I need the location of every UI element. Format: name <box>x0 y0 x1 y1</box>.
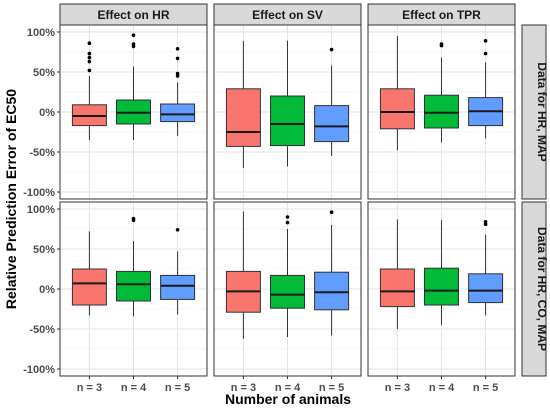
outlier-point <box>329 47 334 52</box>
y-tick-label: 0% <box>39 107 55 119</box>
row-strip <box>521 201 547 377</box>
y-tick-label: -100% <box>23 187 55 199</box>
box-n=5 <box>468 273 504 304</box>
box-n=3 <box>71 268 107 306</box>
outlier-point <box>483 51 488 56</box>
x-tick-label: n = 5 <box>319 382 344 394</box>
y-axis-title: Relative Prediction Error of EC50 <box>3 89 19 309</box>
outlier-point <box>175 56 180 61</box>
outlier-point <box>483 39 488 43</box>
y-tick-label: -50% <box>29 324 55 336</box>
box-n=3 <box>225 88 261 147</box>
outlier-point <box>175 47 180 51</box>
y-tick-label: 100% <box>27 27 55 39</box>
outlier-point <box>439 42 444 46</box>
x-tick-label: n = 3 <box>385 382 410 394</box>
x-tick-label: n = 5 <box>473 382 498 394</box>
box-n=4 <box>270 274 305 309</box>
panel-border <box>367 24 516 200</box>
x-tick-label: n = 4 <box>429 382 455 394</box>
x-tick-label: n = 5 <box>165 382 190 394</box>
outlier-point <box>87 68 92 73</box>
outlier-point <box>131 33 136 37</box>
x-tick-label: n = 3 <box>231 382 256 394</box>
box-n=5 <box>314 105 350 143</box>
box-n=3 <box>379 268 415 308</box>
outlier-point <box>483 220 488 224</box>
x-tick-label: n = 3 <box>77 382 102 394</box>
y-tick-label: 50% <box>33 244 55 256</box>
column-strip-label: Effect on TPR <box>402 8 481 22</box>
x-tick-label: n = 4 <box>121 382 147 394</box>
outlier-point <box>131 216 136 221</box>
y-tick-label: -50% <box>29 147 55 159</box>
facet-panel <box>59 24 208 200</box>
box-n=3 <box>379 88 415 130</box>
facet-panel <box>367 24 516 200</box>
x-tick-label: n = 4 <box>275 382 301 394</box>
x-axis-title: Number of animals <box>225 391 351 407</box>
outlier-point <box>285 215 290 219</box>
outlier-point <box>131 42 136 46</box>
panel-border <box>213 24 362 200</box>
outlier-point <box>87 41 92 45</box>
box-n=5 <box>314 271 350 311</box>
outlier-point <box>87 55 92 60</box>
facet-panel <box>367 201 516 377</box>
facet-panel <box>213 201 362 377</box>
column-strip-label: Effect on HR <box>98 8 170 22</box>
box-n=4 <box>424 267 459 306</box>
row-strip-label: Data for HR, CO, MAP <box>535 227 549 351</box>
box-n=4 <box>116 270 151 302</box>
outlier-point <box>87 59 92 64</box>
box-n=5 <box>160 103 196 123</box>
box-n=4 <box>424 94 459 129</box>
outlier-point <box>175 228 180 232</box>
y-tick-label: 100% <box>27 204 55 216</box>
facet-panel <box>213 24 362 200</box>
column-strip-label: Effect on SV <box>252 8 323 22</box>
outlier-point <box>329 210 334 214</box>
y-tick-label: 0% <box>39 284 55 296</box>
outlier-point <box>285 220 290 225</box>
box-n=5 <box>160 274 196 300</box>
y-tick-label: -100% <box>23 364 55 376</box>
outlier-point <box>175 71 180 76</box>
facet-panel <box>59 201 208 377</box>
outlier-point <box>87 51 92 56</box>
box-n=4 <box>270 95 305 147</box>
y-tick-label: 50% <box>33 67 55 79</box>
row-strip <box>521 24 547 200</box>
row-strip-label: Data for HR, MAP <box>535 62 549 161</box>
